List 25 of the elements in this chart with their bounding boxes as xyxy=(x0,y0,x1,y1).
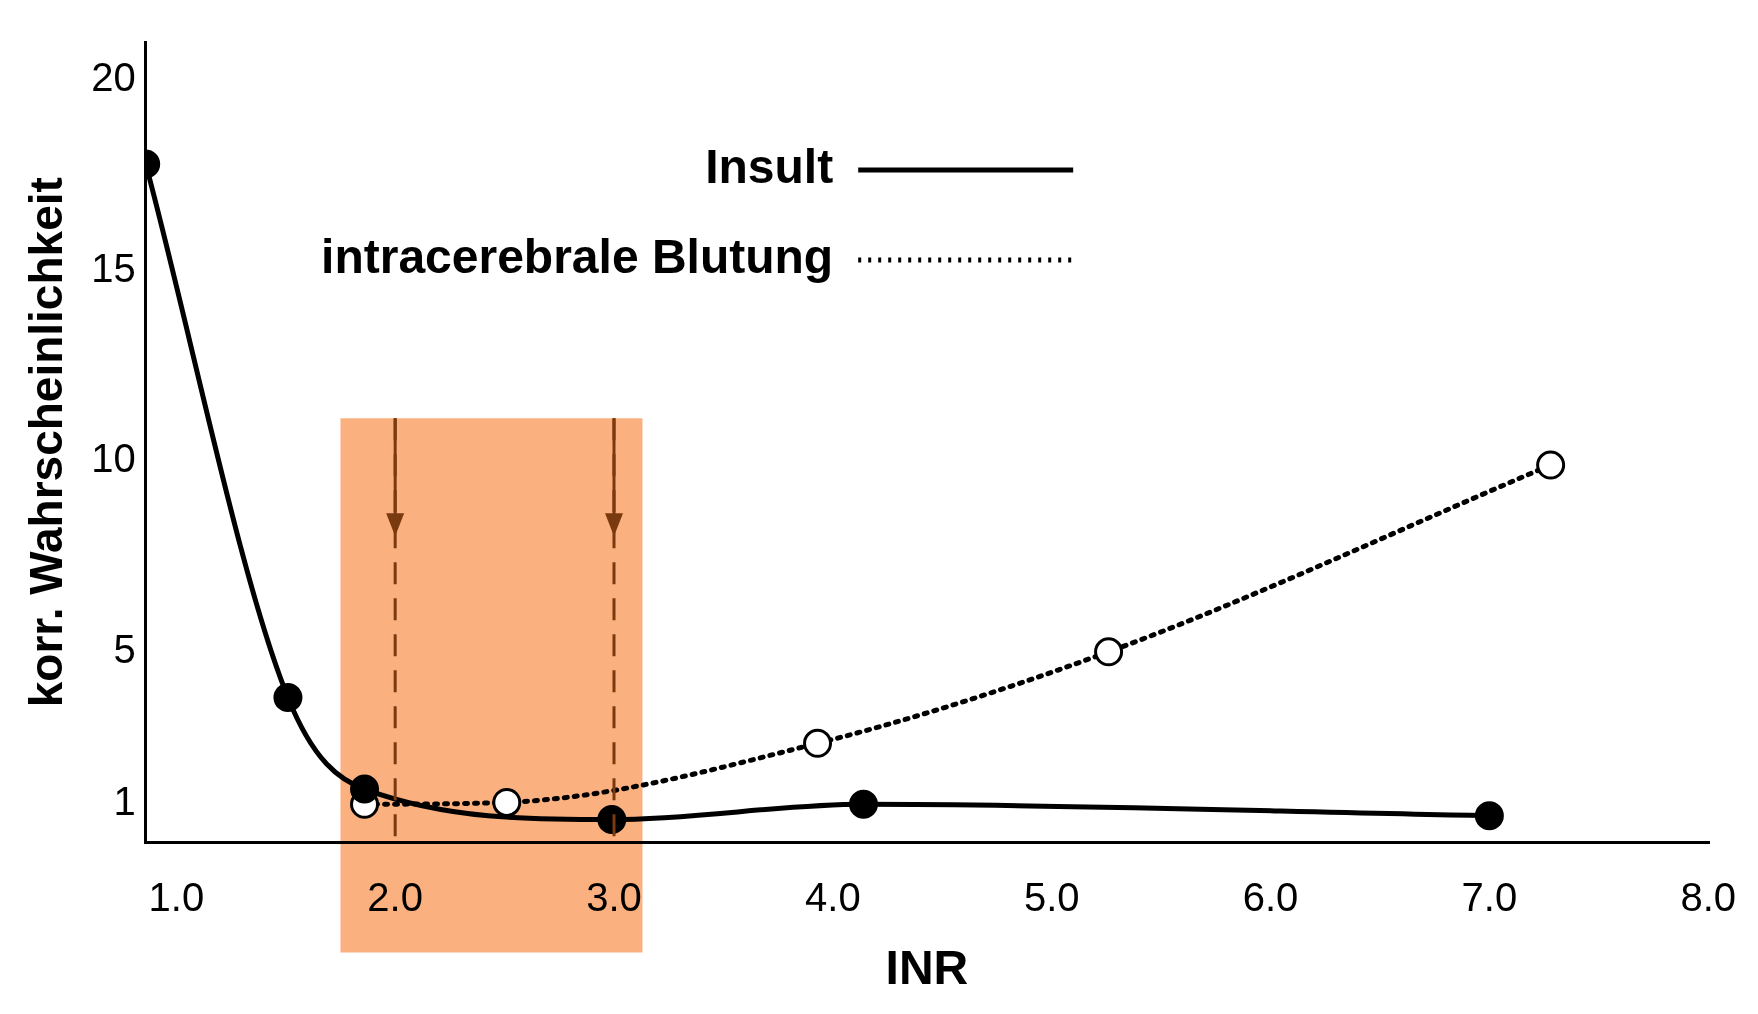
point xyxy=(1536,450,1566,480)
point xyxy=(273,683,303,713)
y-axis-title: korr. Wahrscheinlichkeit xyxy=(20,177,73,708)
point xyxy=(1474,801,1504,831)
y-tick-label: 15 xyxy=(91,245,136,290)
point xyxy=(1094,637,1124,667)
y-tick-label: 1 xyxy=(113,779,136,824)
x-axis-title: INR xyxy=(885,941,969,995)
point xyxy=(848,789,878,819)
x-tick-label: 4.0 xyxy=(805,875,861,920)
legend-label: intracerebrale Blutung xyxy=(321,230,834,284)
x-tick-label: 7.0 xyxy=(1461,875,1518,920)
point xyxy=(803,728,833,758)
x-tick-label: 1.0 xyxy=(148,875,205,920)
point xyxy=(350,774,380,804)
y-tick-label: 5 xyxy=(113,626,136,671)
point xyxy=(492,787,522,817)
legend-label: Insult xyxy=(705,140,834,194)
x-tick-label: 6.0 xyxy=(1242,875,1299,920)
x-tick-label: 2.0 xyxy=(367,875,423,920)
y-tick-label: 10 xyxy=(91,436,136,481)
x-tick-label: 8.0 xyxy=(1680,875,1736,920)
x-tick-label: 3.0 xyxy=(586,875,642,920)
y-tick-label: 20 xyxy=(91,55,136,100)
x-tick-label: 5.0 xyxy=(1023,875,1080,920)
